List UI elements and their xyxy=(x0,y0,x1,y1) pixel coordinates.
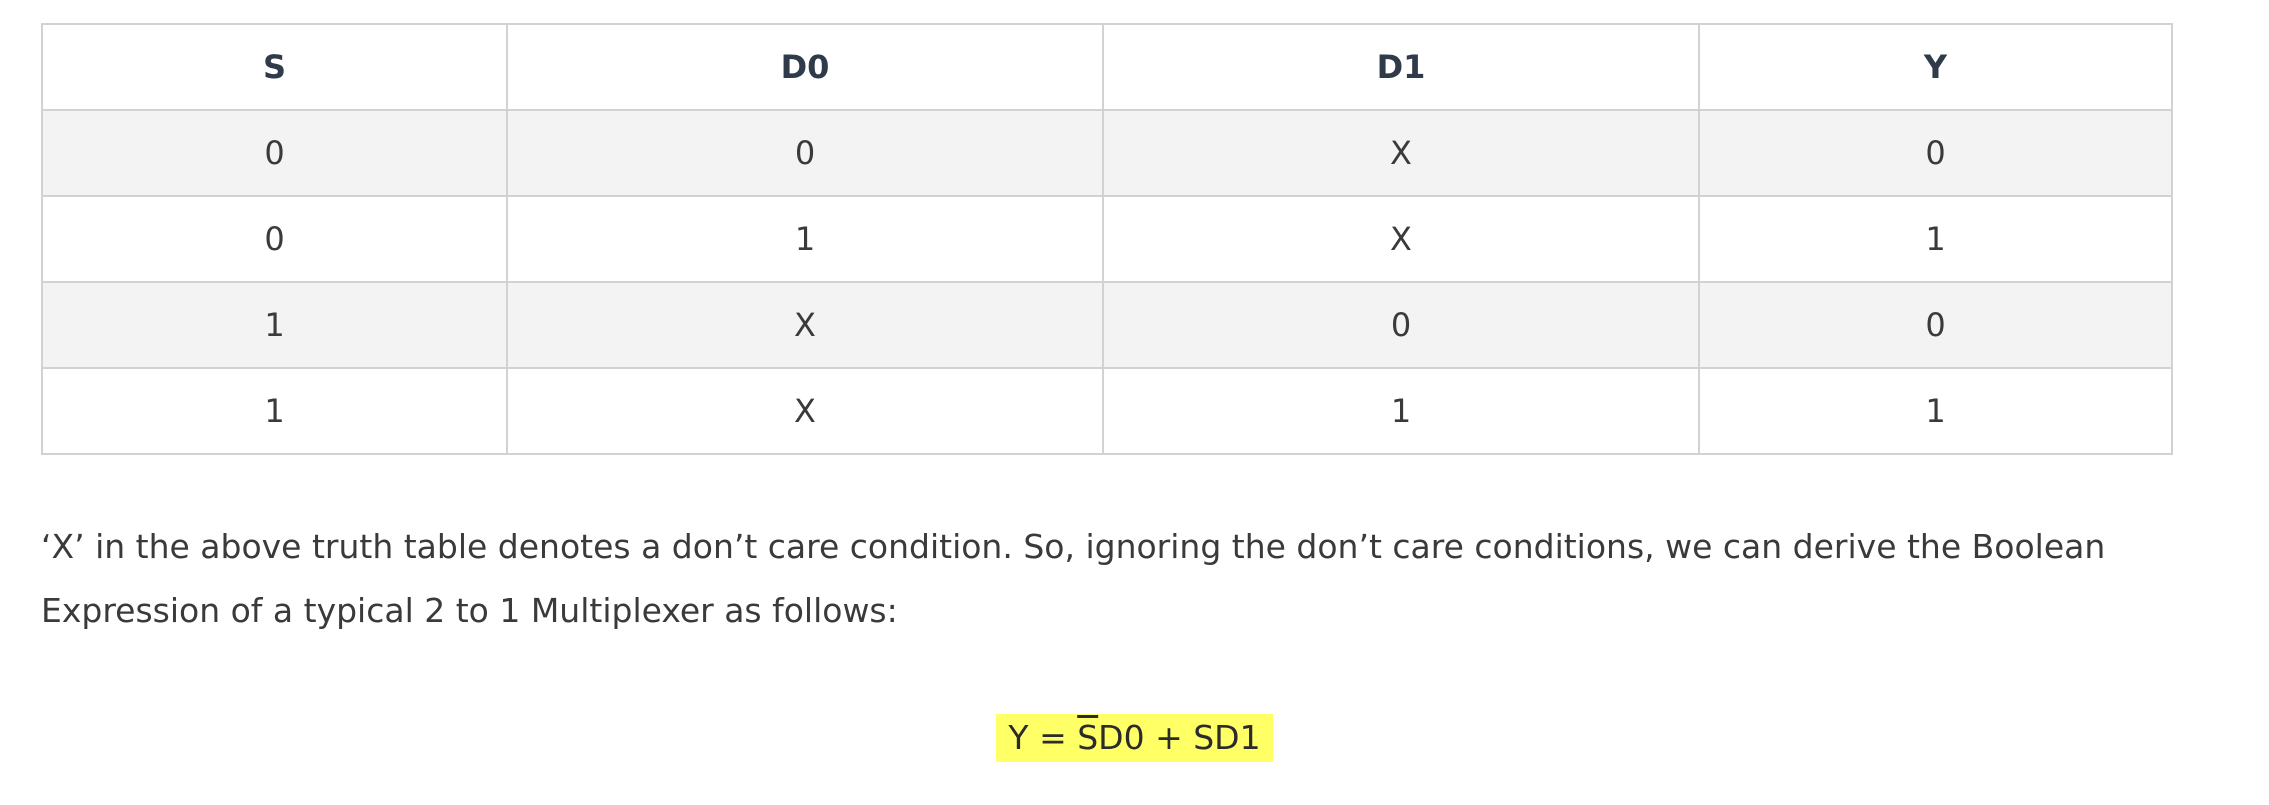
table-cell: X xyxy=(506,281,1104,369)
negated-select-term: S xyxy=(1077,718,1099,757)
table-cell: X xyxy=(1102,195,1700,283)
table-cell: 0 xyxy=(41,195,508,283)
table-row: 0 0 X 0 xyxy=(41,109,2173,197)
table-cell: 1 xyxy=(1698,367,2173,455)
table-cell: 0 xyxy=(506,109,1104,197)
table-cell: 0 xyxy=(1698,109,2173,197)
explanation-paragraph: ‘X’ in the above truth table denotes a d… xyxy=(41,527,2106,630)
table-row: 1 X 1 1 xyxy=(41,367,2173,455)
table-cell: 0 xyxy=(1698,281,2173,369)
expression-prefix: Y = xyxy=(1008,718,1078,757)
table-cell: 1 xyxy=(41,281,508,369)
table-cell: 1 xyxy=(506,195,1104,283)
truth-table: S D0 D1 Y 0 0 X 0 0 1 X 1 1 X 0 0 1 X 1 xyxy=(41,23,2173,455)
header-d1: D1 xyxy=(1102,23,1700,111)
header-s: S xyxy=(41,23,508,111)
header-y: Y xyxy=(1698,23,2173,111)
expression-container: Y = SD0 + SD1 xyxy=(0,714,2269,762)
table-cell: X xyxy=(506,367,1104,455)
table-row: 0 1 X 1 xyxy=(41,195,2173,283)
table-cell: 1 xyxy=(1698,195,2173,283)
table-cell: 1 xyxy=(1102,367,1700,455)
table-cell: 1 xyxy=(41,367,508,455)
table-cell: 0 xyxy=(41,109,508,197)
expression-remainder: D0 + SD1 xyxy=(1098,718,1261,757)
table-header-row: S D0 D1 Y xyxy=(41,23,2173,111)
table-cell: X xyxy=(1102,109,1700,197)
table-cell: 0 xyxy=(1102,281,1700,369)
boolean-expression: Y = SD0 + SD1 xyxy=(996,714,1273,762)
header-d0: D0 xyxy=(506,23,1104,111)
table-row: 1 X 0 0 xyxy=(41,281,2173,369)
